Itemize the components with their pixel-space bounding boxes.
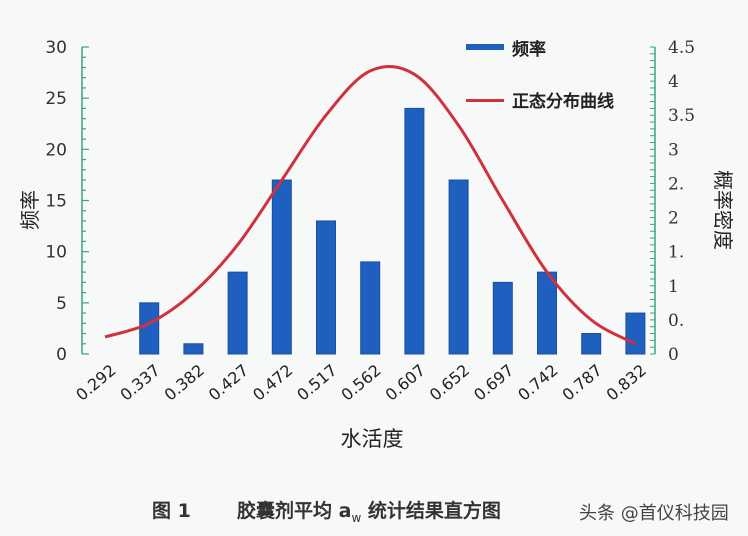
x-tick-labels: 0.2920.3370.3820.4270.4720.5170.5620.607…	[72, 361, 650, 405]
frequency-bar	[537, 271, 557, 355]
left-tick-label: 10	[45, 243, 67, 263]
x-tick-label: 0.427	[205, 361, 252, 405]
right-tick-label: 4	[668, 72, 679, 92]
right-tick-label: 0.	[668, 311, 684, 331]
right-tick-label: 4.5	[668, 38, 695, 58]
x-tick-label: 0.562	[337, 361, 384, 405]
figure-title: 胶囊剂平均 aw 统计结果直方图	[237, 496, 501, 525]
left-y-axis: 0 5 10 15 20 25 30	[45, 38, 89, 365]
frequency-bar	[404, 107, 425, 355]
right-tick-label: 1	[668, 277, 679, 297]
normal-distribution-curve	[104, 65, 637, 346]
frequency-bars	[139, 107, 646, 355]
left-tick-label: 25	[45, 89, 67, 109]
legend-swatch-curve	[466, 99, 504, 102]
legend-label-frequency: 频率	[512, 39, 546, 60]
right-y-axis: 0 0. 1 1. 2 2. 3 3.5 4 4.5	[650, 38, 695, 365]
left-tick-label: 0	[56, 345, 67, 365]
title-prefix: 胶囊剂平均 a	[237, 500, 352, 522]
figure-caption: 图 1 胶囊剂平均 aw 统计结果直方图 头条 @首仪科技园	[0, 488, 748, 528]
watermark: 头条 @首仪科技园	[575, 499, 729, 525]
figure-label: 图 1	[152, 500, 191, 522]
x-tick-label: 0.337	[116, 361, 163, 405]
legend-swatch-frequency	[466, 44, 504, 50]
x-tick-label: 0.832	[603, 361, 650, 405]
frequency-bar	[492, 281, 513, 355]
left-tick-label: 20	[45, 140, 67, 160]
title-suffix: 统计结果直方图	[361, 500, 501, 522]
frequency-bar	[360, 261, 381, 355]
right-tick-label: 1.	[668, 243, 684, 263]
right-tick-label: 2.	[668, 174, 684, 194]
left-tick-label: 30	[45, 38, 67, 58]
x-tick-label: 0.652	[426, 361, 473, 405]
x-tick-label: 0.787	[558, 361, 605, 405]
frequency-bar	[316, 220, 336, 355]
frequency-bar	[581, 333, 602, 355]
title-subscript: w	[351, 510, 362, 525]
x-tick-label: 0.292	[72, 361, 119, 405]
left-axis-title: 频率	[18, 190, 42, 230]
x-tick-label: 0.517	[293, 361, 340, 405]
left-tick-label: 15	[45, 192, 67, 212]
x-tick-label: 0.472	[249, 361, 296, 405]
right-tick-label: 2	[668, 209, 679, 229]
frequency-bar	[271, 179, 292, 355]
x-axis-title: 水活度	[341, 427, 404, 451]
x-tick-label: 0.607	[382, 361, 429, 405]
x-tick-label: 0.382	[161, 361, 208, 405]
frequency-bar	[448, 179, 469, 355]
right-tick-label: 3.5	[668, 106, 695, 126]
frequency-bar	[139, 302, 160, 355]
legend: 频率 正态分布曲线	[466, 39, 614, 112]
frequency-bar	[183, 343, 204, 355]
x-tick-label: 0.742	[514, 361, 561, 405]
left-tick-label: 5	[56, 294, 67, 314]
frequency-bar	[227, 271, 248, 355]
right-tick-label: 0	[668, 345, 679, 365]
right-axis-title: 概率密度	[711, 170, 735, 250]
frequency-bar	[625, 312, 646, 355]
x-tick-label: 0.697	[470, 361, 517, 405]
legend-label-curve: 正态分布曲线	[512, 91, 614, 112]
right-tick-label: 3	[668, 140, 679, 160]
histogram-chart: 0 5 10 15 20 25 30 0 0. 1 1. 2 2. 3 3.5 4 4.5 0.2920.33…	[18, 38, 735, 451]
